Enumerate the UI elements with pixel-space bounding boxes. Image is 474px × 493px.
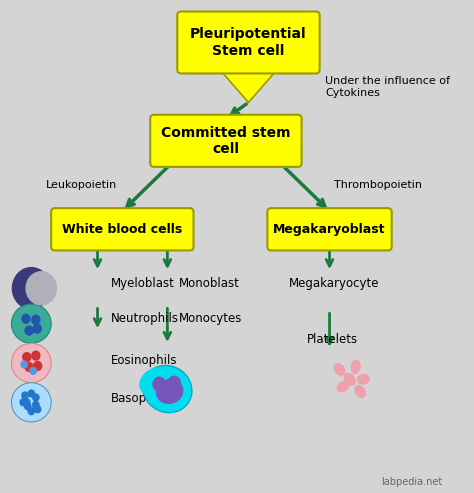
Text: Pleuripotential
Stem cell: Pleuripotential Stem cell [190, 28, 307, 58]
FancyBboxPatch shape [51, 208, 193, 250]
Polygon shape [221, 71, 275, 103]
Circle shape [32, 351, 40, 360]
Text: Monoblast: Monoblast [179, 278, 239, 290]
Circle shape [33, 324, 41, 333]
Ellipse shape [156, 379, 183, 404]
Ellipse shape [11, 304, 51, 343]
Circle shape [34, 361, 42, 370]
Ellipse shape [351, 360, 361, 374]
Ellipse shape [355, 385, 366, 398]
Circle shape [20, 399, 27, 406]
Text: Thrombopoietin: Thrombopoietin [334, 180, 422, 190]
Text: White blood cells: White blood cells [62, 223, 182, 236]
Circle shape [25, 326, 33, 335]
FancyBboxPatch shape [177, 11, 319, 73]
FancyBboxPatch shape [267, 208, 392, 250]
Text: Neutrophils: Neutrophils [111, 312, 179, 325]
Text: Basophils: Basophils [111, 392, 168, 405]
Circle shape [153, 377, 165, 391]
Circle shape [28, 390, 35, 397]
Text: Eosinophils: Eosinophils [111, 354, 178, 367]
Circle shape [168, 376, 181, 390]
Text: Leukopoietin: Leukopoietin [46, 180, 117, 190]
Ellipse shape [344, 373, 356, 386]
Ellipse shape [356, 374, 370, 385]
Text: labpedia.net: labpedia.net [381, 477, 442, 488]
Ellipse shape [11, 344, 51, 383]
Circle shape [22, 315, 30, 323]
FancyBboxPatch shape [150, 115, 301, 167]
Circle shape [22, 392, 28, 399]
Circle shape [30, 367, 36, 374]
Text: Myeloblast: Myeloblast [111, 278, 175, 290]
Circle shape [35, 406, 41, 413]
Circle shape [32, 316, 40, 324]
Circle shape [33, 401, 39, 408]
Circle shape [28, 408, 35, 415]
Circle shape [26, 272, 56, 305]
Circle shape [25, 403, 31, 410]
Ellipse shape [139, 367, 173, 396]
Circle shape [23, 352, 31, 361]
Ellipse shape [11, 383, 51, 422]
Circle shape [33, 394, 39, 401]
Text: Committed stem
cell: Committed stem cell [161, 126, 291, 156]
Circle shape [24, 399, 30, 406]
Text: Under the influence of
Cytokines: Under the influence of Cytokines [325, 76, 450, 98]
Ellipse shape [337, 381, 349, 392]
Text: Platelets: Platelets [307, 333, 358, 347]
Text: Megakaryoblast: Megakaryoblast [273, 223, 386, 236]
Ellipse shape [333, 363, 346, 376]
Text: Monocytes: Monocytes [179, 312, 242, 325]
Ellipse shape [143, 365, 192, 413]
Text: Megakaryocyte: Megakaryocyte [289, 278, 380, 290]
Circle shape [12, 268, 50, 309]
Circle shape [21, 361, 27, 368]
Circle shape [25, 362, 33, 371]
